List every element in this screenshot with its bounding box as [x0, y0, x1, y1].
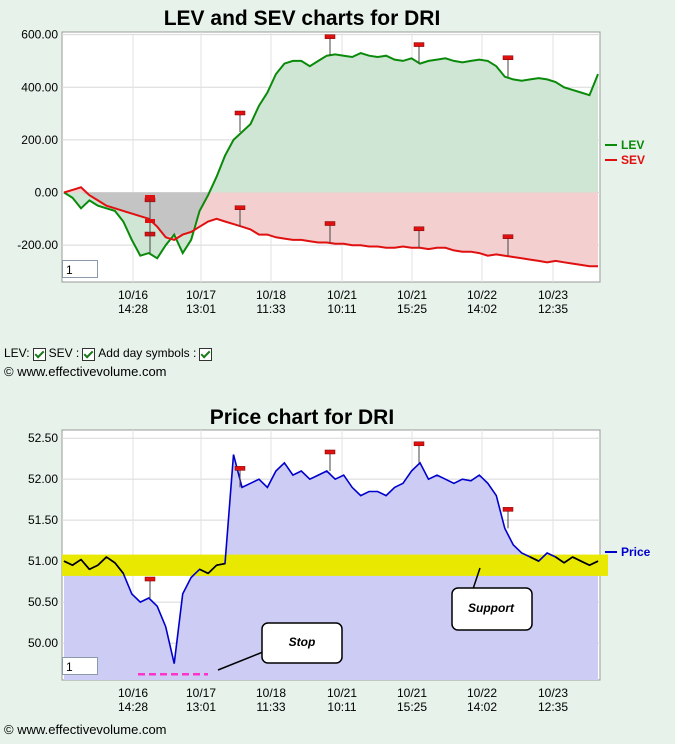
top-x-tick-date: 10/17 — [186, 288, 216, 302]
day-marker-flag — [413, 42, 425, 47]
support-band — [62, 554, 608, 576]
bottom-y-tick-label: 50.50 — [28, 595, 58, 609]
day-symbols-label: Add day symbols : — [98, 346, 197, 360]
bottom-y-tick-label: 51.00 — [28, 554, 58, 568]
bottom-x-tick-date: 10/17 — [186, 686, 216, 700]
day-marker-flag — [324, 449, 336, 455]
bottom-x-tick-time: 11:33 — [256, 700, 285, 714]
day-marker-flag — [324, 34, 336, 39]
day-marker-flag — [324, 221, 336, 226]
day-marker-flag — [413, 441, 425, 447]
bottom-y-tick-label: 52.50 — [28, 431, 58, 445]
day-marker-flag — [144, 576, 156, 582]
bottom-y-tick-label: 51.50 — [28, 513, 58, 527]
lev-line — [63, 52, 599, 260]
bottom-x-tick-time: 14:02 — [467, 700, 497, 714]
legend-label-lev: LEV — [621, 138, 644, 152]
top-x-tick-date: 10/21 — [327, 288, 357, 302]
bottom-x-tick-time: 15:25 — [397, 700, 427, 714]
day-marker-flag — [413, 226, 425, 232]
top-x-tick-time: 11:33 — [256, 302, 285, 316]
bottom-x-tick-date: 10/23 — [538, 686, 568, 700]
top-x-tick-date: 10/22 — [467, 288, 497, 302]
top-x-tick-date: 10/21 — [397, 288, 427, 302]
bottom-x-tick-date: 10/16 — [118, 686, 148, 700]
day-marker-flag — [502, 55, 514, 60]
bottom-y-tick-label: 52.00 — [28, 472, 58, 486]
bottom-x-tick-date: 10/21 — [327, 686, 357, 700]
lev-toggle-label: LEV: — [4, 346, 30, 360]
copyright-bottom: © www.effectivevolume.com — [4, 722, 167, 737]
bottom-x-tick-time: 14:28 — [118, 700, 148, 714]
price-line-in-band — [63, 556, 599, 575]
price-line — [63, 454, 599, 664]
day-marker-flag — [234, 466, 246, 471]
legend-label-price: Price — [621, 545, 651, 559]
top-zoom-input[interactable]: 1 — [62, 260, 98, 278]
copyright-top: © www.effectivevolume.com — [4, 364, 167, 379]
top-x-tick-time: 13:01 — [186, 302, 216, 316]
bottom-y-tick-label: 50.00 — [28, 636, 58, 650]
top-y-tick-label: 0.00 — [35, 186, 59, 200]
top-y-tick-label: 200.00 — [21, 133, 58, 147]
day-marker-flag — [234, 110, 246, 116]
top-y-tick-label: 400.00 — [21, 80, 58, 94]
top-x-tick-date: 10/23 — [538, 288, 568, 302]
bottom-x-tick-time: 12:35 — [538, 700, 568, 714]
price-chart-title: Price chart for DRI — [210, 406, 394, 429]
bottom-x-tick-date: 10/22 — [467, 686, 497, 700]
stop-callout: Stop — [217, 622, 343, 671]
support-label: Support — [468, 601, 515, 615]
top-x-tick-time: 14:02 — [467, 302, 497, 316]
top-x-tick-date: 10/16 — [118, 288, 148, 302]
sev-toggle-label: SEV : — [48, 346, 80, 360]
bottom-x-tick-time: 13:01 — [186, 700, 216, 714]
legend-label-sev: SEV — [621, 153, 645, 167]
day-marker-flag — [145, 195, 155, 199]
stop-label: Stop — [289, 635, 316, 649]
bottom-x-tick-time: 10:11 — [327, 700, 356, 714]
day-marker-flag — [234, 205, 246, 210]
sev-checkbox[interactable] — [82, 347, 96, 361]
top-x-tick-time: 14:28 — [118, 302, 148, 316]
day-marker-flag — [502, 507, 514, 512]
bottom-x-tick-date: 10/18 — [256, 686, 286, 700]
day-symbols-checkbox[interactable] — [199, 347, 213, 361]
day-marker-flag — [145, 219, 155, 223]
day-marker-flag — [502, 234, 514, 239]
bottom-plot: 52.50 52.00 51.50 51.00 50.50 50.00 10/1614:2… — [28, 429, 608, 714]
lev-sev-chart-title: LEV and SEV charts for DRI — [164, 7, 441, 30]
top-plot: 600.00 400.00 200.00 0.00 -200.00 10/1614:28… — [17, 28, 601, 316]
top-x-tick-date: 10/18 — [256, 288, 286, 302]
bottom-x-tick-date: 10/21 — [397, 686, 427, 700]
lev-checkbox[interactable] — [32, 347, 46, 361]
bottom-zoom-input[interactable]: 1 — [62, 657, 98, 675]
chart-controls: LEV: SEV : Add day symbols : — [4, 346, 213, 361]
top-x-tick-time: 10:11 — [327, 302, 356, 316]
top-y-tick-label: 600.00 — [21, 28, 58, 42]
top-x-tick-time: 15:25 — [397, 302, 427, 316]
top-y-tick-label: -200.00 — [17, 238, 58, 252]
support-callout: Support — [451, 567, 533, 631]
top-x-tick-time: 12:35 — [538, 302, 568, 316]
